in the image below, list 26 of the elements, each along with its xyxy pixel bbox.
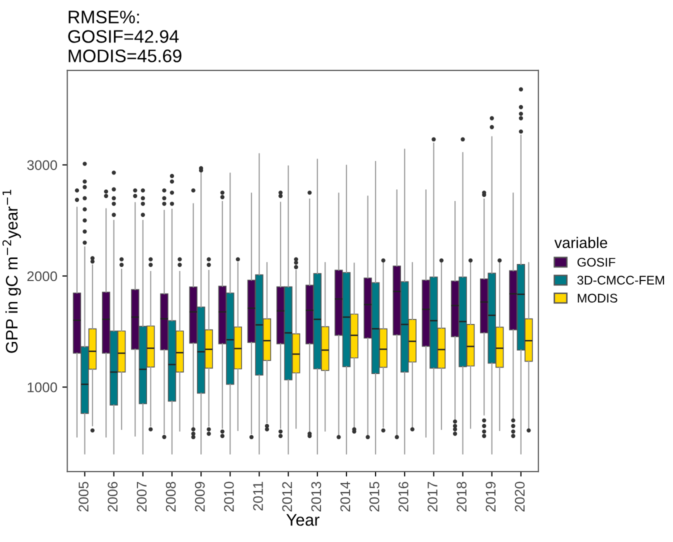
x-tick-label: 2011 (253, 482, 263, 510)
y-axis-title: GPP in gC m$^{−2}$year$^{−1}$ (2, 190, 21, 353)
x-tick-label: 2012 (282, 482, 292, 512)
x-axis-title: Year (286, 514, 320, 526)
x-tick-label: 2010 (224, 482, 234, 512)
chart-title: RMSE%: GOSIF=42.94 MODIS=45.69 (68, 10, 182, 62)
x-tick-label: 2018 (456, 482, 467, 512)
legend-title: variable (554, 236, 608, 248)
x-tick-label: 2007 (136, 482, 147, 512)
legend-label: GOSIF (577, 258, 616, 267)
x-tick-label: 2013 (311, 482, 322, 512)
y-tick-label: 2000 (27, 271, 58, 282)
x-tick-label: 2014 (340, 482, 350, 512)
x-tick-label: 2017 (428, 482, 438, 512)
legend-label: 3D-CMCC-FEM (577, 276, 664, 285)
x-tick-label: 2008 (166, 482, 176, 512)
x-tick-label: 2006 (108, 482, 118, 512)
x-tick-label: 2009 (194, 482, 205, 512)
x-tick-label: 2019 (486, 482, 496, 512)
x-tick-label: 2020 (514, 482, 525, 512)
legend-label: MODIS (578, 294, 618, 303)
x-tick-label: 2005 (78, 482, 88, 512)
x-tick-label: 2016 (398, 482, 408, 512)
x-tick-label: 2015 (369, 482, 380, 512)
y-tick-label: 1000 (28, 382, 58, 392)
y-tick-label: 3000 (27, 160, 58, 170)
